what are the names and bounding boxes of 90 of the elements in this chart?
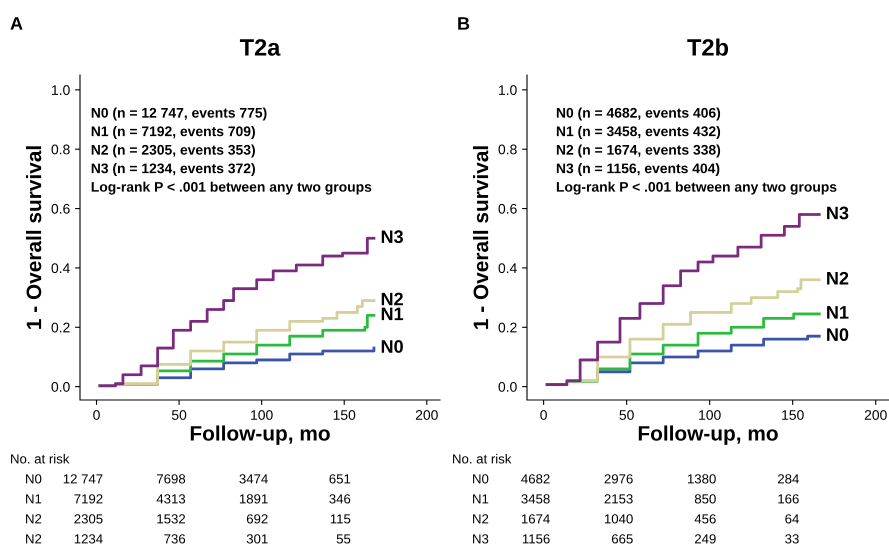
text: 12 747 bbox=[64, 474, 102, 484]
series-label: N3 bbox=[382, 230, 403, 244]
text: 3474 bbox=[239, 474, 268, 484]
text: N1 bbox=[473, 494, 488, 504]
y-tick-label: 0.4 bbox=[498, 263, 517, 274]
series-label: N1 bbox=[827, 306, 848, 319]
x-tick-label: 200 bbox=[416, 410, 438, 420]
text: 284 bbox=[778, 474, 799, 484]
y-axis-title: 1 - Overall survival bbox=[26, 146, 42, 329]
chart-title: T2a bbox=[240, 39, 280, 56]
text: 166 bbox=[778, 494, 799, 504]
text: 301 bbox=[246, 534, 268, 544]
text: 1380 bbox=[688, 474, 716, 484]
annotation: N3 (n = 1234, events 372) bbox=[92, 163, 255, 176]
text: 2976 bbox=[604, 474, 633, 484]
annotation: N0 (n = 4682, events 406) bbox=[556, 108, 720, 120]
y-axis-title: 1 - Overall survival bbox=[472, 146, 488, 329]
text: 4682 bbox=[521, 474, 550, 484]
y-tick-label: 0.0 bbox=[52, 382, 70, 392]
text: 33 bbox=[785, 534, 799, 544]
text: N3 bbox=[473, 534, 488, 544]
text: 346 bbox=[329, 494, 350, 504]
series-label: N0 bbox=[827, 328, 848, 342]
y-tick-label: 0.4 bbox=[52, 263, 70, 274]
y-tick-label: 0.2 bbox=[52, 322, 70, 332]
text: 651 bbox=[329, 474, 350, 484]
y-tick-label: 0.8 bbox=[498, 144, 517, 154]
annotation: N1 (n = 3458, events 432) bbox=[556, 126, 720, 139]
y-tick-label: 0.8 bbox=[52, 144, 70, 154]
annotation: Log-rank P < .001 between any two groups bbox=[556, 182, 836, 195]
text: 1234 bbox=[74, 534, 103, 544]
text: 115 bbox=[330, 514, 350, 524]
x-tick-label: 200 bbox=[864, 410, 887, 420]
x-tick-label: 100 bbox=[251, 410, 273, 420]
annotation: N2 (n = 2305, events 353) bbox=[92, 144, 255, 158]
annotation: N0 (n = 12 747, events 775) bbox=[92, 108, 267, 120]
text: 3458 bbox=[521, 494, 550, 504]
y-tick-label: 0.6 bbox=[52, 204, 70, 214]
annotation: Log-rank P < .001 between any two groups bbox=[92, 182, 372, 195]
text: 1040 bbox=[604, 514, 633, 524]
x-tick-label: 0 bbox=[93, 410, 100, 420]
text: A bbox=[10, 17, 23, 30]
text: 4313 bbox=[156, 494, 186, 504]
text: 1156 bbox=[522, 534, 550, 544]
text: 249 bbox=[694, 534, 716, 544]
text: 7698 bbox=[157, 474, 186, 484]
x-tick-label: 0 bbox=[540, 410, 547, 420]
x-axis-title: Follow-up, mo bbox=[638, 425, 778, 445]
text: 736 bbox=[164, 534, 186, 544]
text: 1532 bbox=[157, 514, 186, 524]
chart-title: T2b bbox=[687, 38, 728, 56]
x-tick-label: 100 bbox=[699, 410, 721, 420]
y-tick-label: 1.0 bbox=[499, 85, 517, 96]
text: N2 bbox=[26, 514, 42, 524]
text: N2 bbox=[26, 534, 42, 544]
annotation: N3 (n = 1156, events 404) bbox=[556, 163, 720, 176]
text: No. at risk bbox=[11, 454, 70, 464]
text: 2305 bbox=[74, 514, 103, 524]
text: 7192 bbox=[74, 494, 102, 504]
series-label: N2 bbox=[382, 292, 403, 306]
x-tick-label: 50 bbox=[619, 410, 634, 420]
text: 665 bbox=[612, 534, 633, 544]
y-tick-label: 0.0 bbox=[498, 382, 517, 392]
x-tick-label: 150 bbox=[334, 410, 356, 420]
text: 64 bbox=[785, 514, 799, 524]
text: 850 bbox=[694, 494, 716, 504]
series-label: N2 bbox=[827, 272, 848, 284]
text: 1891 bbox=[240, 494, 268, 504]
y-tick-label: 1.0 bbox=[52, 85, 70, 96]
text: N2 bbox=[473, 514, 488, 524]
annotation: N2 (n = 1674, events 338) bbox=[556, 144, 720, 158]
text: N0 bbox=[473, 474, 488, 484]
text: 456 bbox=[694, 514, 716, 524]
text: B bbox=[458, 17, 470, 30]
x-tick-label: 50 bbox=[172, 410, 186, 420]
x-axis-title: Follow-up, mo bbox=[190, 425, 330, 445]
annotation: N1 (n = 7192, events 709) bbox=[92, 126, 255, 139]
text: 55 bbox=[336, 534, 350, 544]
text: N0 bbox=[26, 474, 42, 484]
text: 2153 bbox=[604, 494, 633, 504]
x-tick-label: 150 bbox=[782, 410, 804, 420]
y-tick-label: 0.2 bbox=[498, 322, 517, 332]
y-tick-label: 0.6 bbox=[498, 204, 517, 214]
text: N1 bbox=[26, 494, 42, 504]
series-label: N1 bbox=[382, 308, 404, 320]
text: No. at risk bbox=[453, 454, 512, 464]
series-label: N0 bbox=[382, 340, 403, 353]
text: 1674 bbox=[522, 514, 550, 524]
series-label: N3 bbox=[827, 206, 848, 220]
text: 692 bbox=[246, 514, 268, 524]
